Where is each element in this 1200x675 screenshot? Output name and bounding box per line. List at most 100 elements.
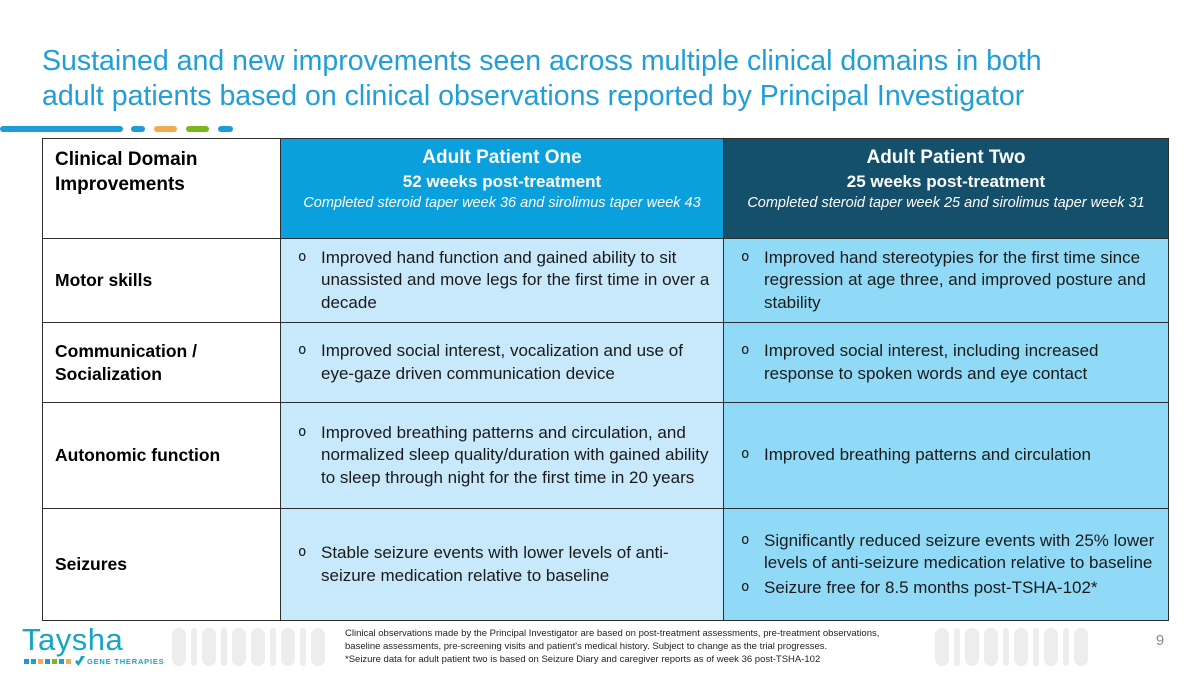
table-row-communication: Communication / Socialization o Improved…	[42, 322, 1169, 403]
taysha-logo-subtext: GENE THERAPIES	[87, 656, 165, 666]
bullet-marker: o	[298, 342, 307, 359]
deco-bar	[202, 628, 216, 666]
deco-bar	[300, 628, 306, 666]
deco-bar	[954, 628, 960, 666]
divider-blue-dash-2	[218, 126, 233, 132]
patient-one-title: Adult Patient One	[422, 147, 582, 168]
deco-bar	[221, 628, 227, 666]
bullet-marker: o	[741, 446, 750, 463]
taysha-logo: Taysha GENE THERAPIES	[22, 624, 172, 666]
logo-square	[52, 658, 57, 664]
bullet-marker: o	[741, 578, 750, 595]
divider-green-dash	[186, 126, 209, 132]
communication-patient-two-cell: o Improved social interest, including in…	[723, 322, 1169, 403]
logo-square	[38, 658, 43, 664]
deco-bar	[251, 628, 265, 666]
bullet-text: Stable seizure events with lower levels …	[321, 543, 669, 585]
deco-bar	[232, 628, 246, 666]
slide-title-line1: Sustained and new improvements seen acro…	[42, 45, 1042, 77]
motor-skills-patient-one-cell: o Improved hand function and gained abil…	[280, 238, 724, 323]
bullet-text: Improved social interest, including incr…	[764, 341, 1099, 383]
bullet-text: Improved hand stereotypies for the first…	[764, 248, 1146, 312]
footnote-line1: Clinical observations made by the Princi…	[345, 628, 880, 639]
header-adult-patient-one: Adult Patient One 52 weeks post-treatmen…	[280, 138, 724, 239]
bullet-item: o Improved breathing patterns and circul…	[295, 422, 713, 488]
bullet-item: o Improved social interest, vocalization…	[295, 340, 713, 384]
communication-patient-one-cell: o Improved social interest, vocalization…	[280, 322, 724, 403]
motor-skills-patient-two-cell: o Improved hand stereotypies for the fir…	[723, 238, 1169, 323]
footnote-line2: baseline assessments, pre-screening visi…	[345, 640, 828, 652]
bullet-item: o Improved social interest, including in…	[738, 340, 1158, 384]
clinical-improvements-table: Clinical Domain Improvements Adult Patie…	[42, 138, 1169, 621]
bullet-text: Improved social interest, vocalization a…	[321, 341, 683, 383]
deco-bar	[191, 628, 197, 666]
seizures-patient-two-cell: o Significantly reduced seizure events w…	[723, 508, 1169, 621]
footnote: Clinical observations made by the Princi…	[345, 628, 920, 666]
footer-deco-bars-right	[935, 628, 1088, 666]
seizures-patient-one-cell: o Stable seizure events with lower level…	[280, 508, 724, 621]
table-row-autonomic: Autonomic function o Improved breathing …	[42, 402, 1169, 509]
patient-one-note: Completed steroid taper week 36 and siro…	[303, 194, 701, 211]
slide-title-line2: adult patients based on clinical observa…	[42, 79, 1025, 112]
deco-bar	[984, 628, 998, 666]
patient-one-subtitle: 52 weeks post-treatment	[402, 171, 602, 191]
row-label-motor-skills: Motor skills	[42, 238, 281, 323]
bullet-marker: o	[741, 532, 750, 549]
divider-long-bar	[0, 126, 123, 132]
bullet-marker: o	[298, 249, 307, 266]
deco-bar	[270, 628, 276, 666]
deco-bar	[1003, 628, 1009, 666]
bullet-item: o Significantly reduced seizure events w…	[738, 530, 1158, 574]
slide-title: Sustained and new improvements seen acro…	[42, 44, 1172, 114]
footer-deco-bars-left	[172, 628, 325, 666]
autonomic-patient-two-cell: o Improved breathing patterns and circul…	[723, 402, 1169, 509]
autonomic-patient-one-cell: o Improved breathing patterns and circul…	[280, 402, 724, 509]
table-row-seizures: Seizures o Stable seizure events with lo…	[42, 508, 1169, 621]
bullet-text: Significantly reduced seizure events wit…	[764, 531, 1155, 573]
header-clinical-domain: Clinical Domain Improvements	[42, 138, 281, 239]
deco-bar	[935, 628, 949, 666]
logo-square	[24, 658, 29, 664]
page-number: 9	[1155, 632, 1165, 649]
deco-bar	[1074, 628, 1088, 666]
logo-square	[45, 658, 50, 664]
deco-bar	[311, 628, 325, 666]
row-label-seizures: Seizures	[42, 508, 281, 621]
logo-square	[66, 658, 71, 664]
deco-bar	[172, 628, 186, 666]
patient-two-note: Completed steroid taper week 25 and siro…	[747, 194, 1145, 211]
row-label-autonomic: Autonomic function	[42, 402, 281, 509]
bullet-marker: o	[741, 249, 750, 266]
bullet-marker: o	[298, 544, 307, 561]
deco-bar	[281, 628, 295, 666]
title-divider	[0, 126, 233, 132]
taysha-logo-wordmark: Taysha	[22, 622, 124, 657]
divider-orange-dash	[154, 126, 177, 132]
deco-bar	[1014, 628, 1028, 666]
footnote-line3: *Seizure data for adult patient two is b…	[345, 653, 821, 665]
logo-square	[31, 658, 36, 664]
bullet-text: Improved breathing patterns and circulat…	[321, 423, 709, 487]
bullet-marker: o	[741, 342, 750, 359]
deco-bar	[1033, 628, 1039, 666]
logo-swoosh-icon	[75, 656, 85, 666]
logo-square	[59, 658, 64, 664]
bullet-item: o Seizure free for 8.5 months post-TSHA-…	[738, 577, 1158, 599]
bullet-marker: o	[298, 424, 307, 441]
deco-bar	[1063, 628, 1069, 666]
bullet-text: Improved breathing patterns and circulat…	[764, 445, 1091, 465]
patient-two-subtitle: 25 weeks post-treatment	[846, 171, 1046, 191]
bullet-item: o Stable seizure events with lower level…	[295, 542, 713, 586]
bullet-item: o Improved breathing patterns and circul…	[738, 444, 1158, 466]
table-header-row: Clinical Domain Improvements Adult Patie…	[42, 138, 1169, 239]
taysha-logo-bottom: GENE THERAPIES	[22, 656, 172, 666]
table-row-motor-skills: Motor skills o Improved hand function an…	[42, 238, 1169, 323]
bullet-text: Seizure free for 8.5 months post-TSHA-10…	[764, 577, 1098, 597]
patient-two-title: Adult Patient Two	[866, 147, 1026, 168]
bullet-item: o Improved hand stereotypies for the fir…	[738, 247, 1158, 313]
bullet-text: Improved hand function and gained abilit…	[321, 248, 710, 312]
deco-bar	[965, 628, 979, 666]
deco-bar	[1044, 628, 1058, 666]
header-adult-patient-two: Adult Patient Two 25 weeks post-treatmen…	[723, 138, 1169, 239]
row-label-communication: Communication / Socialization	[42, 322, 281, 403]
